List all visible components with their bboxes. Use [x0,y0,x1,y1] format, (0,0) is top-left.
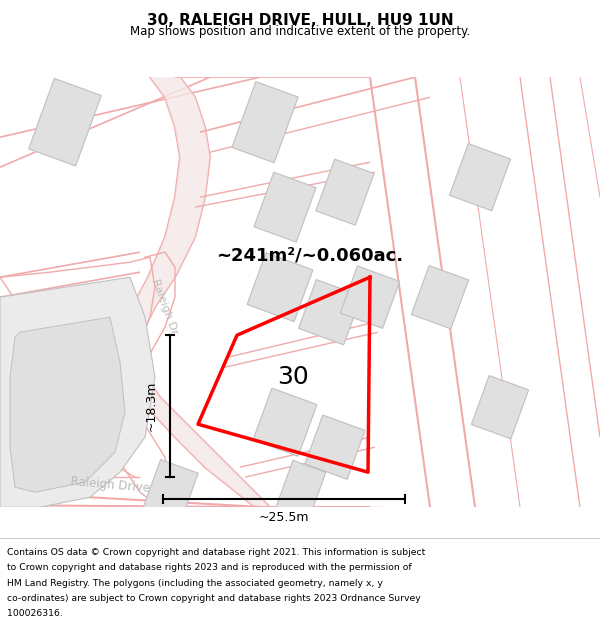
Polygon shape [29,78,101,166]
Polygon shape [305,415,365,479]
Text: co-ordinates) are subject to Crown copyright and database rights 2023 Ordnance S: co-ordinates) are subject to Crown copyr… [7,594,421,603]
Text: Contains OS data © Crown copyright and database right 2021. This information is : Contains OS data © Crown copyright and d… [7,548,425,557]
Polygon shape [472,376,529,439]
Polygon shape [253,388,317,456]
Polygon shape [274,461,326,524]
Text: HM Land Registry. The polygons (including the associated geometry, namely x, y: HM Land Registry. The polygons (includin… [7,579,383,587]
Text: 100026316.: 100026316. [7,609,63,618]
Text: Raleigh Dr: Raleigh Dr [151,278,179,336]
Text: to Crown copyright and database rights 2023 and is reproduced with the permissio: to Crown copyright and database rights 2… [7,563,412,572]
Polygon shape [10,317,125,492]
Text: 30: 30 [277,365,309,389]
Text: ~241m²/~0.060ac.: ~241m²/~0.060ac. [217,246,404,264]
Polygon shape [120,77,340,508]
Polygon shape [412,266,469,329]
Text: ~25.5m: ~25.5m [259,511,309,524]
Polygon shape [254,173,316,242]
Text: 30, RALEIGH DRIVE, HULL, HU9 1UN: 30, RALEIGH DRIVE, HULL, HU9 1UN [146,13,454,28]
Polygon shape [232,82,298,162]
Polygon shape [316,159,374,225]
Polygon shape [0,278,155,508]
Text: Raleigh Drive: Raleigh Drive [70,475,150,495]
Polygon shape [247,253,313,322]
Polygon shape [340,266,400,328]
Polygon shape [449,144,511,211]
Text: Map shows position and indicative extent of the property.: Map shows position and indicative extent… [130,24,470,38]
Polygon shape [299,279,361,345]
Text: ~18.3m: ~18.3m [145,381,158,431]
Polygon shape [142,459,198,525]
